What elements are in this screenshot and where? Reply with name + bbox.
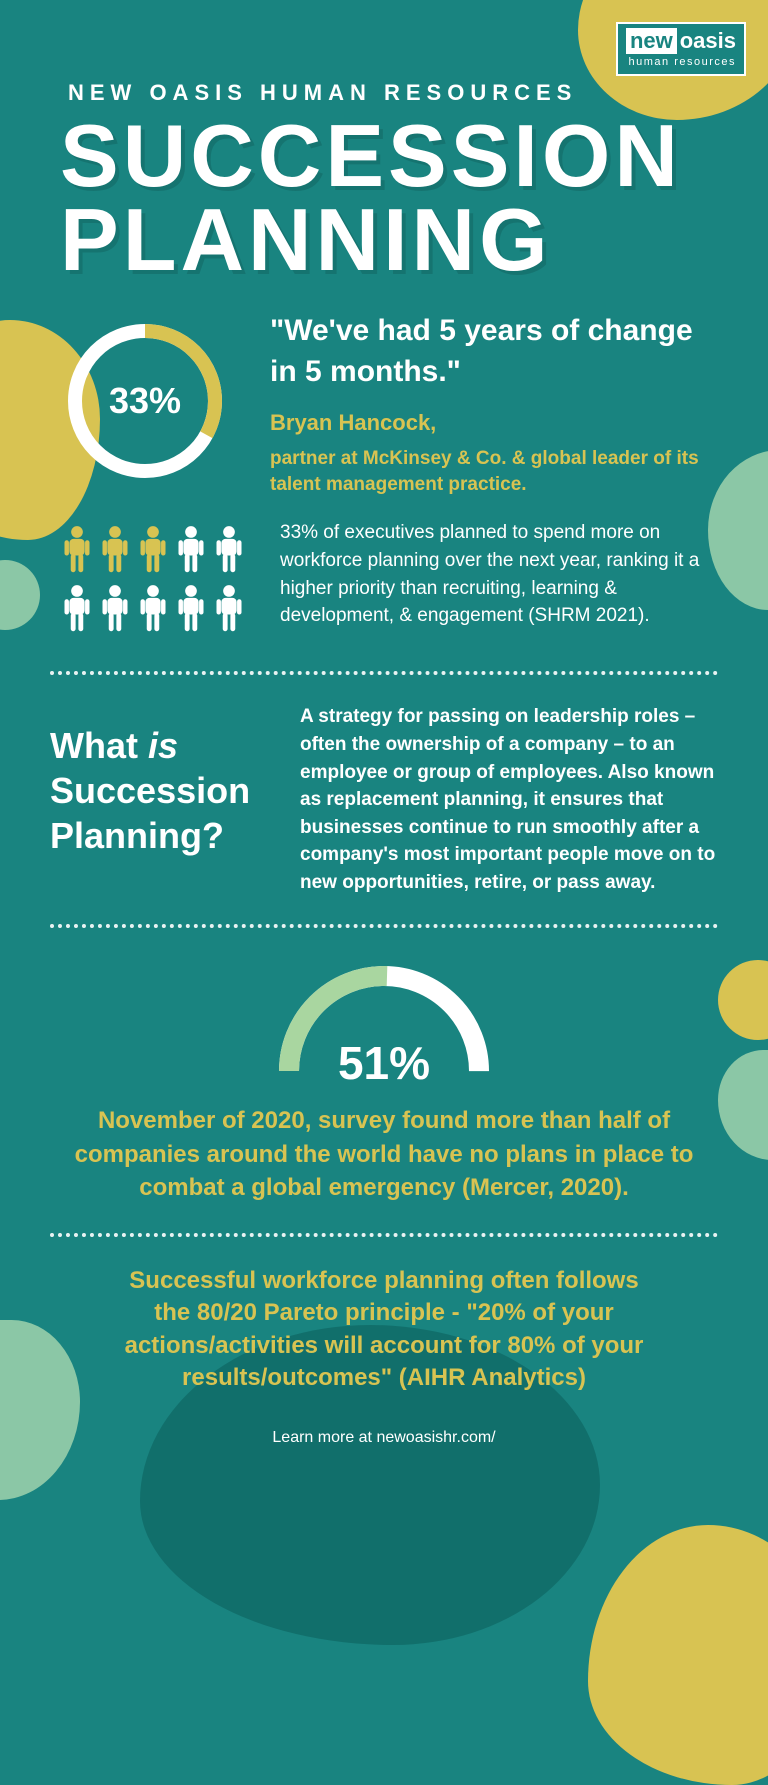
logo-word-new: new [626, 28, 677, 54]
people-icon-grid [50, 519, 250, 643]
person-icon [212, 584, 246, 639]
quote-text: "We've had 5 years of change in 5 months… [270, 311, 718, 392]
divider [50, 924, 718, 928]
donut-chart: 33% [65, 321, 225, 481]
person-icon [136, 584, 170, 639]
person-icon [174, 584, 208, 639]
what-is-body: A strategy for passing on leadership rol… [300, 703, 718, 896]
main-title: SUCCESSION PLANNING [60, 114, 718, 281]
quote-author: Bryan Hancock, [270, 410, 718, 436]
person-icon [212, 525, 246, 580]
person-icon [60, 584, 94, 639]
brand-logo: new oasis human resources [616, 22, 746, 76]
what-title-pre: What [50, 725, 148, 766]
divider [50, 671, 718, 675]
title-line-2: PLANNING [60, 198, 718, 282]
footer-text: Learn more at newoasishr.com/ [50, 1429, 718, 1447]
survey-text: November of 2020, survey found more than… [50, 1104, 718, 1205]
person-icon [98, 584, 132, 639]
logo-subtitle: human resources [626, 56, 736, 68]
gauge-percent-label: 51% [269, 1036, 499, 1090]
person-icon [174, 525, 208, 580]
person-icon [136, 525, 170, 580]
what-title-post: Succession Planning? [50, 770, 250, 856]
person-icon [60, 525, 94, 580]
gauge-chart: 51% [269, 956, 499, 1086]
what-title-em: is [148, 725, 178, 766]
title-line-1: SUCCESSION [60, 114, 718, 198]
logo-word-oasis: oasis [680, 28, 736, 54]
quote-role: partner at McKinsey & Co. & global leade… [270, 446, 718, 497]
what-is-heading: What is Succession Planning? [50, 703, 270, 858]
decorative-blob [588, 1525, 768, 1785]
person-icon [98, 525, 132, 580]
subheading: NEW OASIS HUMAN RESOURCES [68, 80, 718, 106]
pareto-text: Successful workforce planning often foll… [50, 1265, 718, 1395]
divider [50, 1233, 718, 1237]
donut-percent-label: 33% [65, 321, 225, 481]
stat-body-text: 33% of executives planned to spend more … [280, 519, 718, 629]
